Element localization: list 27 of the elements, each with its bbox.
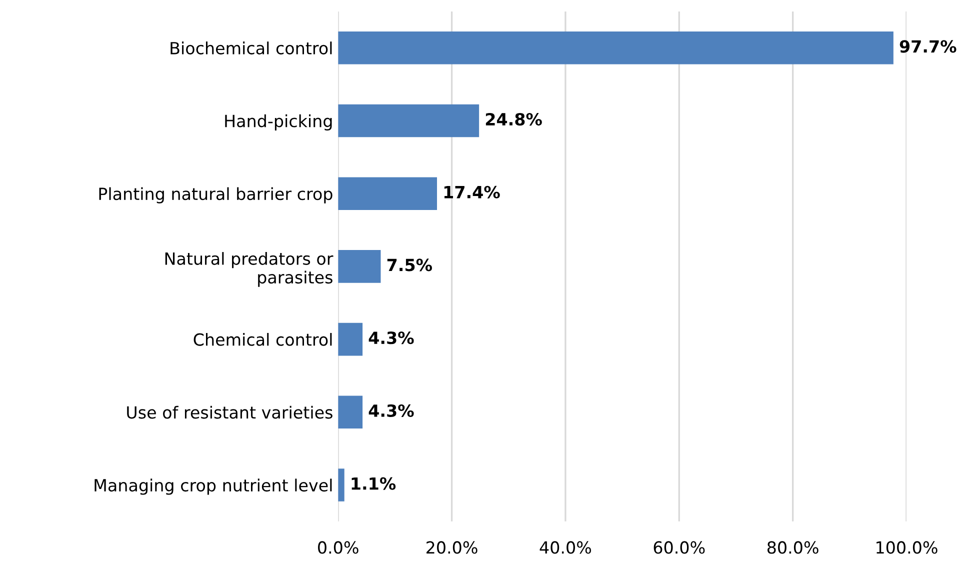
y-tick-label: Biochemical control: [170, 42, 332, 54]
x-tick-label: 100.0%: [876, 541, 938, 554]
bar: [338, 177, 437, 210]
x-tick-label: 20.0%: [426, 541, 478, 554]
x-tick-label: 0.0%: [318, 541, 358, 554]
bar: [338, 250, 381, 283]
data-label: 17.4%: [444, 186, 500, 198]
data-label: 97.7%: [900, 40, 956, 53]
data-label: 7.5%: [387, 258, 432, 272]
y-tick-label: Managing crop nutrient level: [94, 478, 332, 495]
bar: [338, 104, 480, 138]
data-label: 24.8%: [486, 112, 542, 126]
x-tick-label: 40.0%: [540, 541, 592, 554]
x-tick-label: 60.0%: [654, 541, 705, 554]
bar: [338, 396, 363, 429]
data-label: 1.1%: [352, 477, 396, 490]
data-label: 4.3%: [368, 332, 414, 344]
y-tick-label: Chemical control: [194, 332, 332, 346]
y-tick-label: Hand-picking: [225, 114, 332, 131]
x-tick-label: 80.0%: [767, 541, 818, 554]
bar: [338, 468, 344, 502]
bar: [338, 31, 894, 64]
y-tick-label: Natural predators or parasites: [165, 252, 334, 287]
y-tick-label: Planting natural barrier crop: [99, 187, 332, 204]
data-label: 4.3%: [368, 404, 414, 417]
bar: [338, 322, 363, 356]
y-tick-label: Use of resistant varieties: [127, 406, 332, 419]
